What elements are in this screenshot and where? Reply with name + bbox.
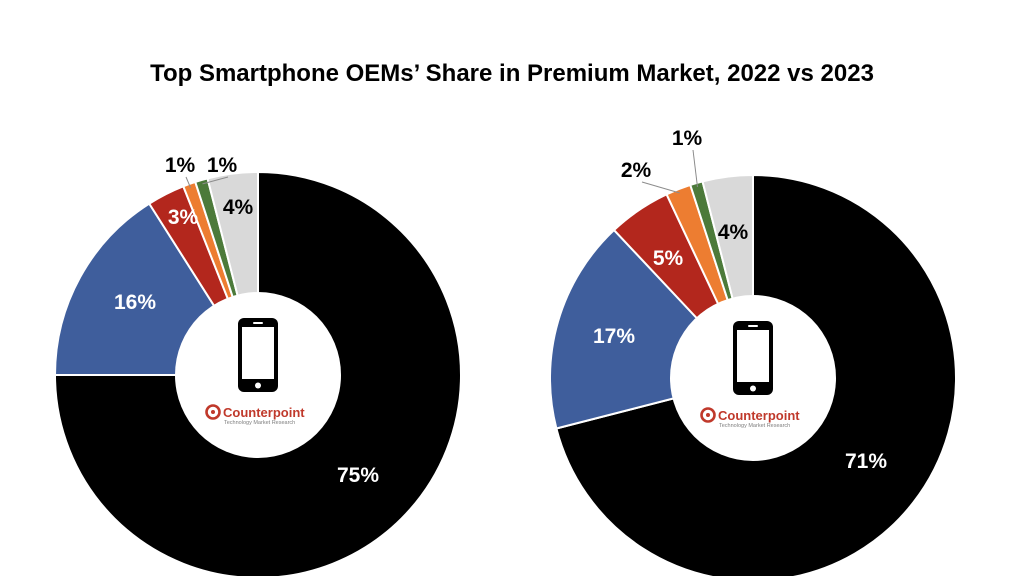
slice-label: 71%	[845, 450, 887, 473]
slice-label: 75%	[337, 464, 379, 487]
slice-label: 1%	[672, 127, 703, 150]
logo-name: Counterpoint	[718, 408, 800, 423]
slice-label: 4%	[718, 221, 749, 244]
slice-label: 17%	[593, 325, 635, 348]
leader-line	[641, 181, 680, 194]
smartphone-icon	[733, 321, 773, 395]
slice-label: 16%	[114, 291, 156, 314]
slice-label: 2%	[621, 159, 652, 182]
logo-tagline: Technology Market Research	[719, 423, 790, 429]
leader-line	[185, 176, 192, 188]
slice-label: 5%	[653, 247, 684, 270]
slice-label: 3%	[168, 206, 199, 229]
smartphone-icon	[238, 318, 278, 392]
logo-name: Counterpoint	[223, 405, 305, 420]
slice-label: 4%	[223, 196, 254, 219]
leader-line	[692, 149, 698, 187]
chart-title: Top Smartphone OEMs’ Share in Premium Ma…	[150, 60, 874, 87]
slice-label: 1%	[165, 154, 196, 177]
slice-label: 1%	[207, 154, 238, 177]
leader-line	[202, 176, 229, 185]
logo-tagline: Technology Market Research	[224, 420, 295, 426]
